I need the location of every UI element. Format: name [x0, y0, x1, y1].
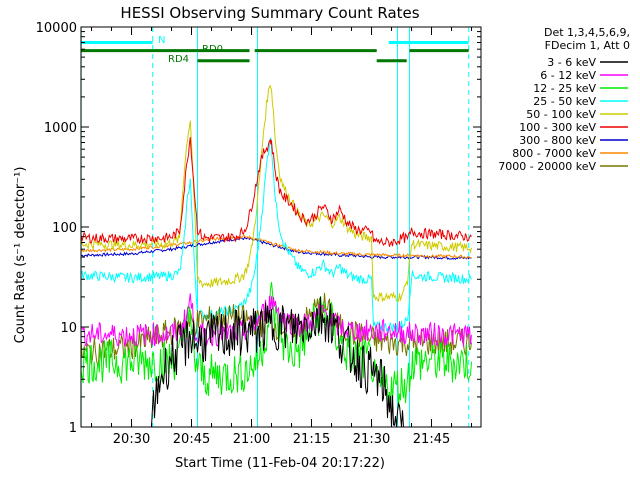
y-axis-label: Count Rate (s⁻¹ detector⁻¹): [13, 167, 28, 344]
x-tick-label-2: 21:00: [233, 432, 270, 447]
legend-entry-25-50-kev: 25 - 50 keV: [533, 95, 596, 108]
x-tick-label-5: 21:45: [413, 432, 450, 447]
series-3-6-kev: [151, 296, 404, 428]
series-800-7000-kev: [80, 234, 472, 260]
legend-header-line-1: Det 1,3,4,5,6,9,: [544, 26, 630, 39]
legend-entry-100-300-kev: 100 - 300 keV: [519, 121, 596, 134]
flag-label-rd4: RD4: [168, 54, 189, 65]
series-50-100-kev: [80, 84, 472, 303]
series-12-25-kev: [80, 282, 472, 408]
y-tick-label-0: 1: [69, 421, 77, 436]
legend-entry-6-12-kev: 6 - 12 keV: [540, 69, 596, 82]
flag-label-rd0: RD0: [202, 44, 223, 55]
y-tick-label-2: 100: [52, 221, 77, 236]
x-tick-label-1: 20:45: [173, 432, 210, 447]
series-100-300-kev: [80, 137, 472, 247]
legend-entry-50-100-kev: 50 - 100 keV: [526, 108, 596, 121]
x-axis-label: Start Time (11-Feb-04 20:17:22): [175, 456, 385, 471]
y-tick-label-3: 1000: [44, 121, 77, 136]
y-tick-label-1: 10: [60, 321, 77, 336]
legend-entry-7000-20000-kev: 7000 - 20000 keV: [498, 160, 596, 173]
legend-entry-12-25-kev: 12 - 25 keV: [533, 82, 596, 95]
chart-title: HESSI Observing Summary Count Rates: [120, 4, 419, 22]
x-tick-label-3: 21:15: [293, 432, 330, 447]
series-25-50-kev: [80, 137, 472, 333]
legend: Det 1,3,4,5,6,9, FDecim 1, Att 0 3 - 6 k…: [498, 26, 630, 173]
x-tick-label-4: 21:30: [353, 432, 390, 447]
legend-entry-800-7000-kev: 800 - 7000 keV: [512, 147, 596, 160]
legend-entry-3-6-kev: 3 - 6 keV: [547, 56, 596, 69]
y-tick-label-4: 10000: [36, 21, 77, 36]
flag-label-n: N: [158, 35, 165, 46]
legend-header-line-2: FDecim 1, Att 0: [545, 39, 630, 52]
legend-entry-300-800-kev: 300 - 800 keV: [519, 134, 596, 147]
series-6-12-kev: [80, 293, 472, 348]
x-tick-label-0: 20:30: [113, 432, 150, 447]
